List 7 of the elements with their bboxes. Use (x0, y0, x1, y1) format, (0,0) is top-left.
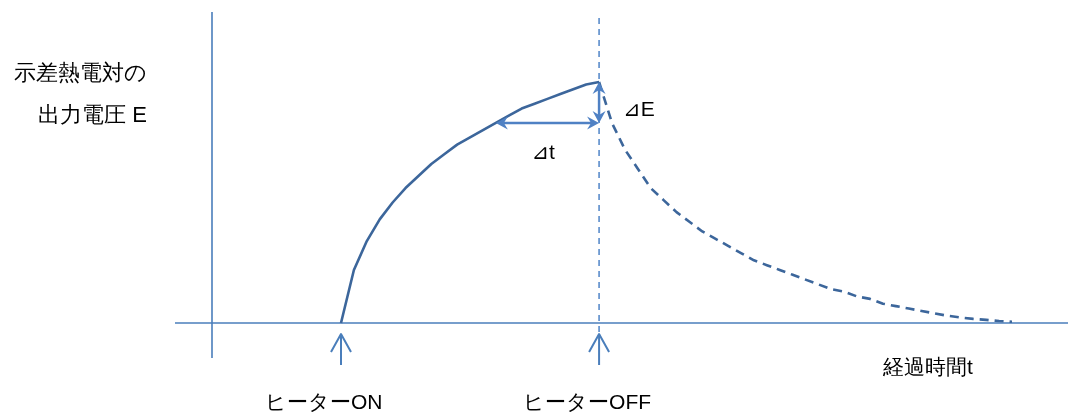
annotation: ⊿t (531, 139, 556, 163)
text: ヒーターON (265, 390, 383, 413)
x-axis-title: 経過時間t (882, 355, 973, 378)
text: 示差熱電対の (14, 60, 147, 85)
annotation: ⊿E (623, 97, 655, 120)
text: 出力電圧 E (38, 102, 147, 127)
text: ヒーターOFF (523, 390, 652, 413)
